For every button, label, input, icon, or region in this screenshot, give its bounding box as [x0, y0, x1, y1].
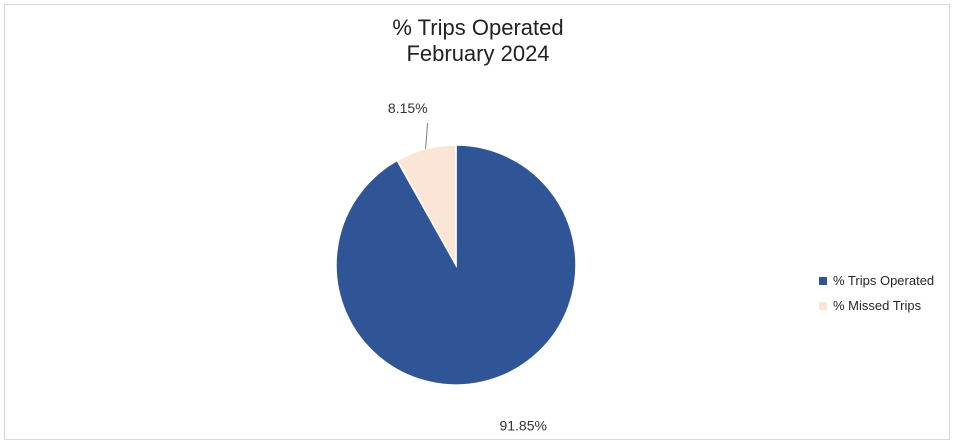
legend-item-trips-operated: % Trips Operated: [819, 268, 934, 293]
data-label-trips-operated: 91.85%: [499, 417, 546, 433]
legend: % Trips Operated % Missed Trips: [819, 268, 934, 318]
data-label-missed-trips: 8.15%: [388, 100, 428, 116]
legend-swatch-missed-trips: [819, 301, 827, 310]
leader-line-missed-trips: [425, 122, 429, 149]
pie-slice-missed-trips: [396, 144, 457, 268]
chart-title: % Trips Operated: [392, 15, 564, 40]
chart-area: % Trips Operated February 2024 91.85% 8.1…: [4, 4, 950, 440]
legend-label-missed-trips: % Missed Trips: [833, 298, 922, 313]
chart-subtitle: February 2024: [406, 41, 550, 66]
pie-chart: 91.85% 8.15%: [335, 100, 577, 433]
legend-label-trips-operated: % Trips Operated: [833, 273, 935, 288]
legend-swatch-trips-operated: [819, 276, 827, 285]
legend-item-missed-trips: % Missed Trips: [819, 293, 934, 318]
